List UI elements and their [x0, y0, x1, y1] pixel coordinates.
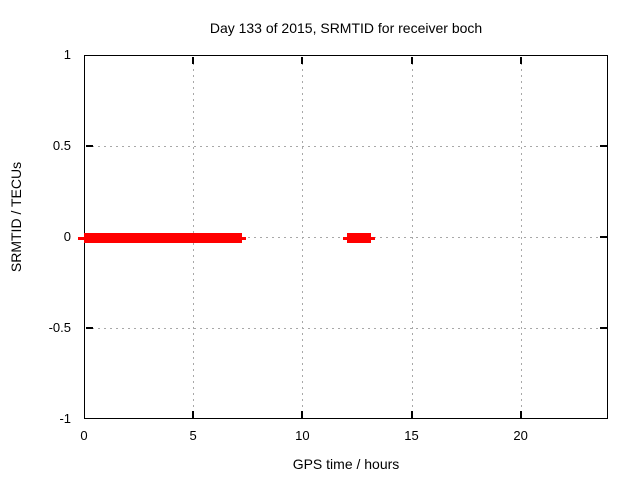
y-gridline — [86, 146, 606, 147]
y-tick — [85, 327, 93, 329]
x-tick-mirror — [192, 56, 195, 64]
chart-title: Day 133 of 2015, SRMTID for receiver boc… — [209, 20, 483, 36]
y-tick-label: -0.5 — [48, 320, 71, 335]
y-tick-mirror — [599, 236, 607, 238]
y-tick-label: 1 — [63, 47, 71, 62]
y-tick-mirror — [599, 327, 607, 329]
y-axis-label: SRMTID / TECUs — [8, 161, 24, 273]
x-tick-mirror — [301, 56, 304, 64]
x-tick-label: 15 — [404, 428, 419, 443]
data-segment-thick — [347, 233, 372, 243]
x-tick — [519, 410, 522, 418]
x-tick-label: 5 — [189, 428, 197, 443]
x-tick-label: 20 — [513, 428, 528, 443]
data-segment-thick — [84, 233, 243, 243]
x-axis-label: GPS time / hours — [292, 456, 400, 472]
y-tick — [85, 145, 93, 147]
x-tick-label: 0 — [80, 428, 88, 443]
y-tick-label: 0 — [63, 229, 71, 244]
x-tick — [192, 410, 195, 418]
x-tick-mirror — [519, 56, 522, 64]
y-tick-label: 0.5 — [52, 138, 71, 153]
y-tick-mirror — [599, 145, 607, 147]
y-tick-label: -1 — [59, 411, 71, 426]
x-tick — [301, 410, 304, 418]
y-gridline — [86, 328, 606, 329]
x-tick-label: 10 — [295, 428, 310, 443]
x-tick — [410, 410, 413, 418]
x-tick-mirror — [410, 56, 413, 64]
